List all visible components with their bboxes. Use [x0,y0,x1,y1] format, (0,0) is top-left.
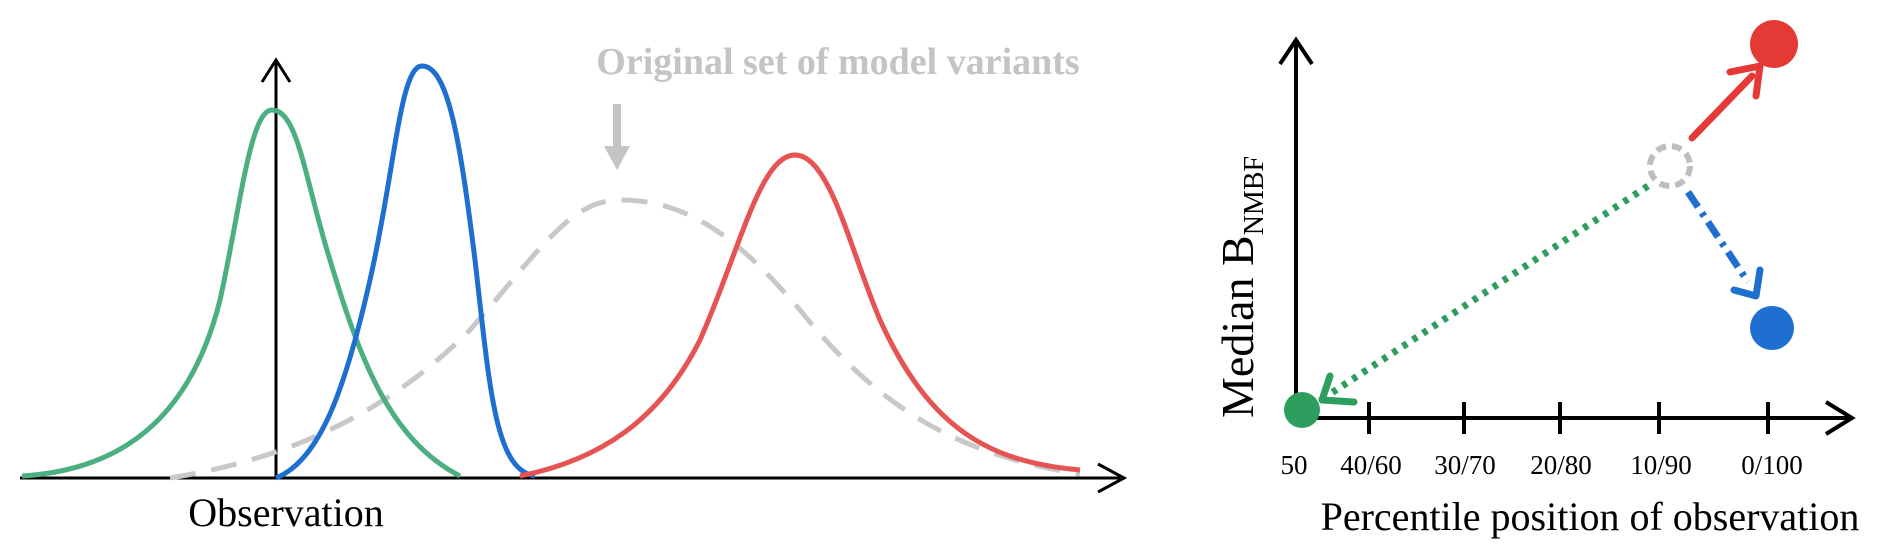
green-arrow-head [1318,372,1358,406]
tick-label-20-80: 20/80 [1530,450,1592,480]
tick-label-40-60: 40/60 [1340,450,1402,480]
blue-arrow-head [1730,266,1764,300]
tick-label-0-100: 0/100 [1741,450,1803,480]
right-x-label: Percentile position of observation [1321,494,1860,539]
observation-line-arrowhead [260,57,292,83]
blue-arrow-shaft [1685,190,1751,284]
left-panel: Original set of model variants Observati… [20,41,1128,535]
green-arrow-shaft [1328,183,1650,397]
tick-label-50: 50 [1281,450,1308,480]
original-position-marker [1647,143,1693,189]
red-arrow-shaft [1688,72,1756,142]
red-point [1750,20,1798,68]
original-variants-annotation: Original set of model variants [596,41,1079,83]
annotation-arrow-head [604,146,630,170]
right-panel: 50 40/60 30/70 20/80 10/90 0/100 Median … [1212,20,1859,539]
tick-label-30-70: 30/70 [1434,450,1496,480]
red-distribution-curve [519,152,1081,479]
right-y-label-subscript: NMBF [1239,156,1270,235]
right-x-axis-arrowhead [1824,400,1856,436]
left-x-label: Observation [188,490,384,535]
tick-label-10-90: 10/90 [1630,450,1692,480]
left-x-axis-arrowhead [1097,462,1128,494]
right-y-axis-arrowhead [1278,36,1314,66]
blue-point [1750,306,1794,350]
right-y-label: Median BNMBF [1212,156,1270,418]
green-point [1284,392,1320,428]
red-arrow-head [1726,62,1764,100]
original-distribution-curve [169,197,1081,481]
blue-distribution-curve [275,63,536,481]
right-y-label-main: Median B [1212,235,1263,418]
green-distribution-curve [21,107,462,479]
